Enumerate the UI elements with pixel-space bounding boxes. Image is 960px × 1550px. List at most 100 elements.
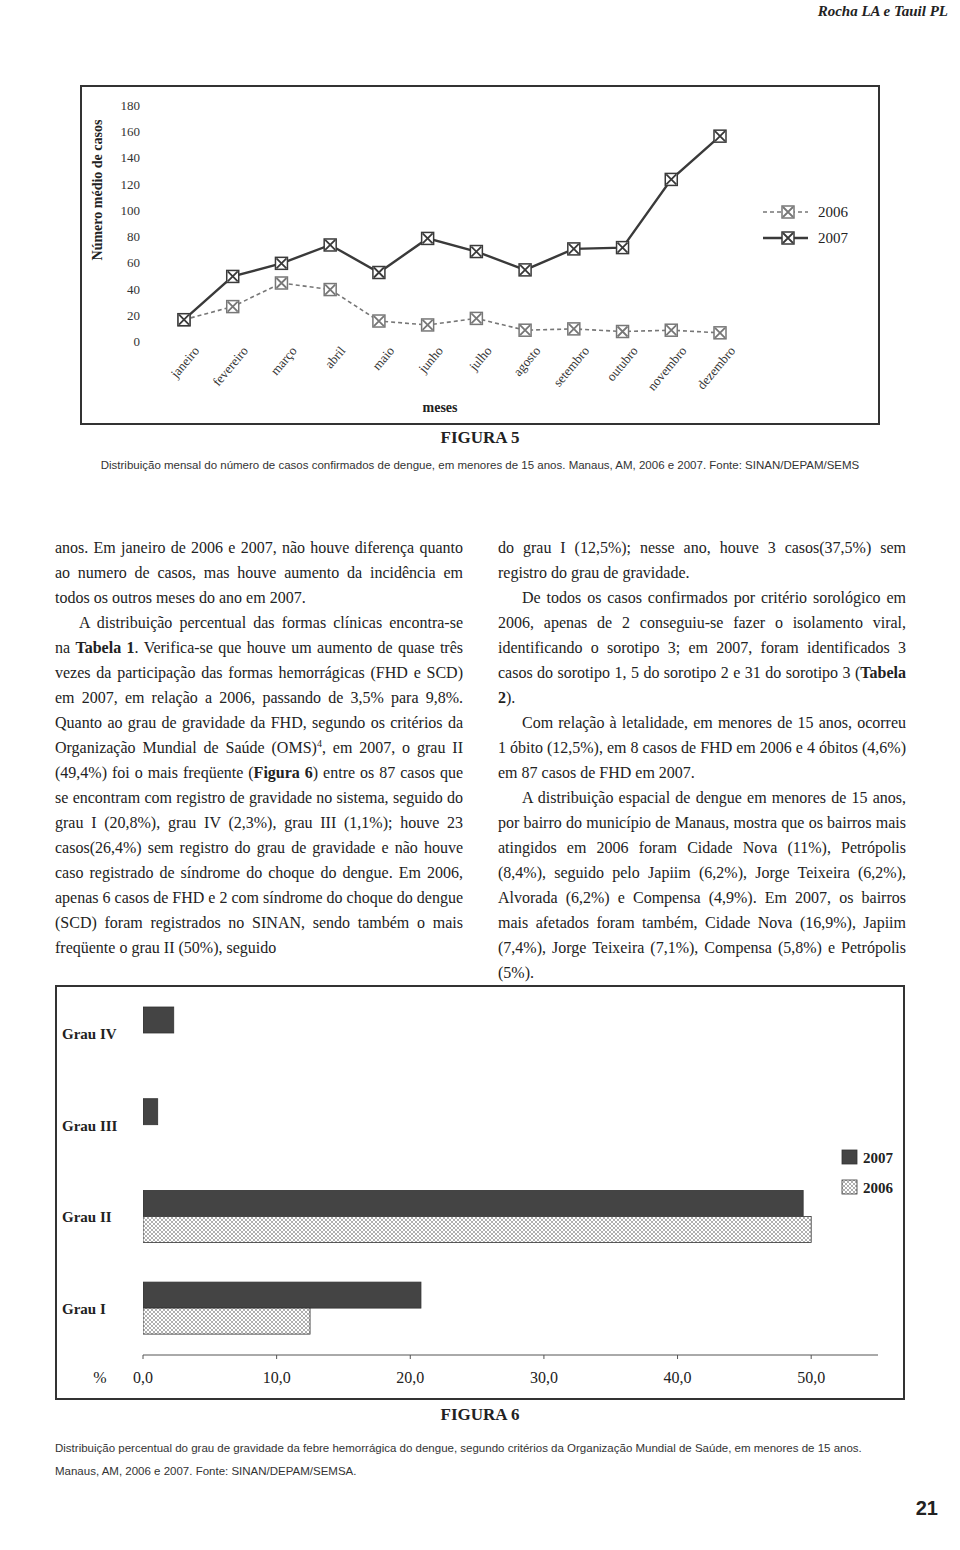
bar	[143, 1190, 803, 1216]
y-tick-label: 160	[121, 124, 141, 139]
series-line	[184, 283, 720, 333]
marker-cross	[423, 320, 433, 330]
x-tick	[276, 1355, 277, 1359]
data-point	[665, 173, 677, 185]
x-tick-label: 50,0	[797, 1369, 825, 1386]
y-tick-label: 80	[127, 229, 140, 244]
marker-box	[519, 264, 531, 276]
data-point	[568, 243, 580, 255]
marker-box	[275, 257, 287, 269]
y-tick-label: Grau I	[62, 1301, 106, 1317]
y-tick-label: 140	[121, 150, 141, 165]
x-tick-label: 10,0	[263, 1369, 291, 1386]
series-line	[184, 136, 720, 320]
text-run: Tabela 1	[76, 639, 135, 656]
x-axis-title: meses	[423, 400, 459, 415]
marker-box	[568, 243, 580, 255]
marker-cross	[666, 174, 676, 184]
data-point	[373, 315, 385, 327]
data-point	[422, 319, 434, 331]
data-point	[665, 324, 677, 336]
text-run: Figura 6	[254, 764, 313, 781]
marker-cross	[276, 278, 286, 288]
marker-cross	[423, 233, 433, 243]
text-run: do grau I (12,5%); nesse ano, houve 3 ca…	[498, 539, 906, 581]
legend-label: 2006	[863, 1180, 894, 1196]
x-tick-label: março	[267, 343, 299, 378]
x-tick-label: 20,0	[396, 1369, 424, 1386]
chart-frame	[56, 986, 904, 1399]
paragraph: do grau I (12,5%); nesse ano, houve 3 ca…	[498, 535, 906, 585]
y-tick-label: 180	[121, 98, 141, 113]
bar	[143, 1216, 811, 1242]
legend-swatch	[842, 1180, 857, 1194]
marker-cross	[569, 324, 579, 334]
y-tick-label: Grau II	[62, 1209, 112, 1225]
marker-cross	[276, 258, 286, 268]
figure-label: FIGURA 6	[0, 1405, 960, 1425]
figure-6-chart: Grau IVGrau IIIGrau IIGrau I0,010,020,03…	[55, 985, 905, 1400]
text-run: anos. Em janeiro de 2006 e 2007, não hou…	[55, 539, 463, 606]
data-point	[519, 324, 531, 336]
text-run: A distribuição espacial de dengue em men…	[498, 789, 906, 981]
marker-cross	[471, 313, 481, 323]
legend-item: 2007	[842, 1150, 894, 1166]
paragraph: Com relação à letalidade, em menores de …	[498, 710, 906, 785]
marker-cross	[666, 325, 676, 335]
x-tick-label: abril	[322, 343, 349, 371]
data-point	[519, 264, 531, 276]
marker-cross	[228, 271, 238, 281]
marker-box	[324, 284, 336, 296]
paragraph: De todos os casos confirmados por critér…	[498, 585, 906, 710]
marker-cross	[569, 244, 579, 254]
x-tick-label: dezembro	[694, 343, 738, 392]
text-run: Com relação à letalidade, em menores de …	[498, 714, 906, 781]
data-point	[178, 314, 190, 326]
data-point	[178, 314, 190, 326]
x-tick-label: fevereiro	[209, 343, 251, 389]
marker-box	[714, 327, 726, 339]
bar	[143, 1282, 421, 1308]
bar	[143, 1033, 144, 1059]
marker-box	[178, 314, 190, 326]
marker-box	[373, 267, 385, 279]
y-tick-label: 60	[127, 255, 140, 270]
legend-label: 2007	[863, 1150, 894, 1166]
marker-box	[324, 239, 336, 251]
text-column: anos. Em janeiro de 2006 e 2007, não hou…	[55, 535, 463, 960]
data-point	[617, 242, 629, 254]
marker-box	[227, 301, 239, 313]
marker-cross	[179, 315, 189, 325]
legend-label: 2007	[818, 230, 849, 246]
marker-cross	[618, 327, 628, 337]
legend-label: 2006	[818, 204, 849, 220]
marker-cross	[325, 240, 335, 250]
marker-box	[470, 312, 482, 324]
marker-box	[665, 173, 677, 185]
marker-box	[178, 314, 190, 326]
x-axis-title: %	[93, 1369, 106, 1386]
marker-cross	[783, 207, 793, 217]
y-tick-label: 100	[121, 203, 141, 218]
text-column: do grau I (12,5%); nesse ano, houve 3 ca…	[498, 535, 906, 985]
data-point	[275, 277, 287, 289]
data-point	[470, 312, 482, 324]
marker-box	[617, 242, 629, 254]
data-point	[714, 130, 726, 142]
x-tick-label: maio	[369, 343, 397, 373]
x-tick-label: setembro	[550, 343, 592, 389]
x-tick	[543, 1355, 544, 1359]
marker-box	[227, 270, 239, 282]
marker-box	[782, 206, 794, 218]
x-axis-line	[143, 1355, 878, 1356]
marker-cross	[471, 247, 481, 257]
bar	[143, 1007, 174, 1033]
y-tick-label: 20	[127, 308, 140, 323]
data-point	[714, 327, 726, 339]
x-tick-label: 40,0	[664, 1369, 692, 1386]
plot-area	[178, 130, 726, 339]
marker-box	[519, 324, 531, 336]
marker-cross	[520, 265, 530, 275]
legend-swatch	[842, 1150, 857, 1164]
x-tick-label: outubro	[603, 343, 640, 384]
